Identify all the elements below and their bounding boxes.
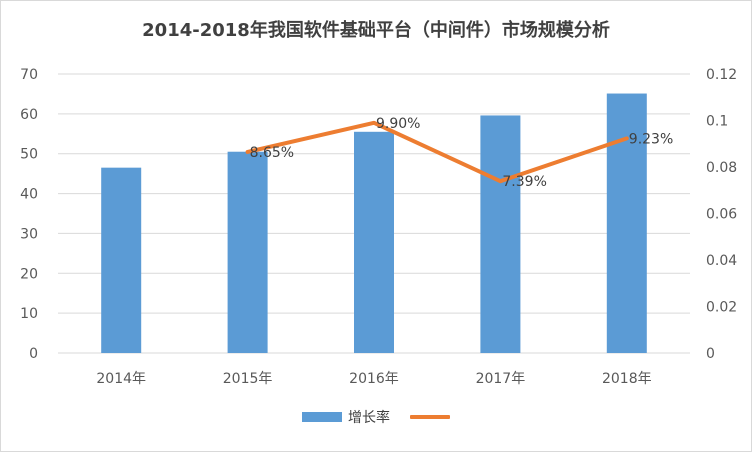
y-left-tick-label: 50	[20, 147, 38, 163]
data-label: 9.23%	[629, 131, 673, 147]
data-labels: 8.65% 9.90% 7.39% 9.23%	[250, 116, 674, 190]
y-left-tick-label: 0	[29, 346, 38, 362]
x-tick-label: 2017年	[476, 371, 526, 387]
growth-rate-line	[245, 120, 629, 184]
y-left-tick-label: 40	[20, 187, 38, 203]
bar-4	[480, 115, 521, 353]
y-right-tick-label: 0.08	[706, 160, 737, 176]
x-tick-label: 2016年	[349, 371, 399, 387]
y-right-tick-label: 0	[706, 346, 715, 362]
axis-labels: 0 10 20 30 40 50 60 70 0 0.02 0.04 0.06 0.08 0.1 0.12 2…	[20, 67, 737, 387]
legend-entry-bar: 增长率	[302, 407, 390, 427]
bar-2	[227, 151, 268, 353]
legend-swatch-bar	[302, 412, 342, 422]
y-right-tick-label: 0.12	[706, 67, 737, 83]
data-label: 8.65%	[250, 145, 294, 161]
bar-series	[101, 93, 647, 353]
line-series	[245, 120, 629, 184]
legend: 增长率	[0, 407, 752, 427]
data-label: 9.90%	[376, 116, 420, 132]
y-left-tick-label: 70	[20, 67, 38, 83]
legend-label-bar: 增长率	[348, 410, 390, 426]
y-right-tick-label: 0.02	[706, 300, 737, 316]
bar-1	[101, 167, 142, 353]
y-left-tick-label: 10	[20, 306, 38, 322]
y-right-tick-label: 0.04	[706, 253, 737, 269]
chart-title: 2014-2018年我国软件基础平台（中间件）市场规模分析	[142, 20, 610, 41]
legend-entry-line	[402, 415, 450, 419]
bar-3	[354, 131, 394, 353]
y-left-tick-label: 20	[20, 266, 38, 282]
y-right-tick-label: 0.1	[706, 114, 728, 130]
y-left-tick-label: 60	[20, 107, 38, 123]
data-label: 7.39%	[502, 174, 546, 190]
legend-swatch-line	[410, 415, 450, 419]
y-left-tick-label: 30	[20, 226, 38, 242]
y-right-tick-label: 0.06	[706, 207, 737, 223]
x-tick-label: 2015年	[223, 371, 273, 387]
x-tick-label: 2018年	[602, 371, 652, 387]
x-tick-label: 2014年	[96, 371, 146, 387]
